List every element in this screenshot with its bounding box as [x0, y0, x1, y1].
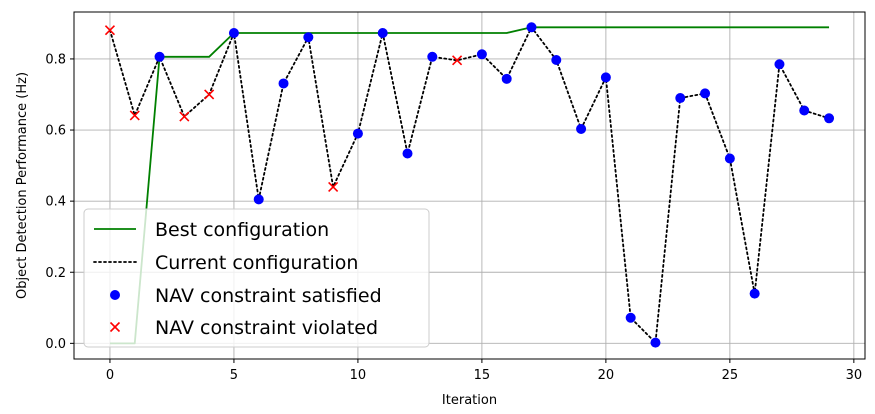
satisfied-point [749, 288, 760, 299]
legend-box [83, 208, 430, 348]
satisfied-point [576, 123, 587, 134]
plot-frame [73, 11, 866, 360]
violated-point [179, 111, 190, 122]
satisfied-point [501, 73, 512, 84]
satisfied-point [600, 72, 611, 83]
legend: Best configuration Current configuration N… [83, 208, 430, 348]
legend-swatch [110, 290, 120, 300]
x-axis-label: Iteration [442, 393, 497, 408]
x-tick-label: 5 [230, 368, 238, 383]
violated-point-stroke [104, 25, 116, 36]
x-tick-label: 30 [846, 368, 863, 383]
satisfied-point [700, 88, 711, 99]
satisfied-point [724, 153, 735, 164]
satisfied-point [476, 49, 487, 60]
y-axis-label: Object Detection Performance (Hz) [15, 72, 30, 299]
violated-point-stroke [452, 55, 463, 66]
satisfied-point [650, 337, 661, 348]
x-tick-label: 25 [722, 368, 739, 383]
violated-point-stroke [204, 89, 215, 100]
satisfied-point [154, 51, 165, 62]
x-tick-label: 15 [474, 368, 491, 383]
satisfied-point [352, 128, 363, 139]
violated-point [328, 181, 339, 192]
satisfied-point [551, 54, 562, 65]
satisfied-point [625, 312, 636, 323]
y-tick-label: 0.2 [45, 266, 66, 281]
legend-best: Best configuration [94, 219, 329, 241]
satisfied-point [427, 51, 438, 62]
satisfied-point [377, 27, 388, 38]
satisfied-point [278, 78, 289, 89]
violated-point [452, 55, 463, 66]
violated-point [129, 110, 140, 121]
satisfied-point [675, 93, 686, 104]
legend-swatch [109, 321, 121, 333]
violated-point-stroke [179, 111, 190, 122]
legend-label: Best configuration [155, 219, 329, 241]
grid-lines [74, 12, 865, 359]
satisfied-point [228, 27, 239, 38]
legend-current: Current configuration [93, 252, 358, 274]
satisfied-point [799, 105, 810, 116]
x-tick-label: 20 [598, 368, 615, 383]
x-tick-label: 10 [350, 368, 367, 383]
satisfied-point [824, 113, 835, 124]
satisfied-point [774, 59, 785, 70]
y-tick-label: 0.8 [45, 52, 66, 67]
legend-satisfied: NAV constraint satisfied [110, 285, 382, 307]
violated-point-stroke [328, 181, 339, 192]
legend-label: Current configuration [155, 252, 358, 274]
legend-label: NAV constraint satisfied [155, 285, 382, 307]
x-axis-ticks: 0 5 10 15 20 25 30 [106, 359, 862, 383]
best-configuration-line [109, 26, 830, 345]
legend-label: NAV constraint violated [155, 317, 378, 339]
violated-point [104, 25, 116, 36]
violated-point [204, 89, 215, 100]
satisfied-point [402, 148, 413, 159]
legend-violated: NAV constraint violated [109, 317, 378, 339]
x-tick-label: 0 [106, 368, 114, 383]
violated-point-stroke [129, 110, 140, 121]
y-tick-label: 0.0 [45, 337, 66, 352]
satisfied-point [526, 22, 537, 33]
satisfied-point [303, 32, 314, 43]
satisfied-point [253, 194, 264, 205]
y-axis-ticks: 0.0 0.2 0.4 0.6 0.8 [45, 52, 74, 352]
y-tick-label: 0.6 [45, 124, 66, 139]
plot-area [104, 22, 835, 348]
y-tick-label: 0.4 [45, 195, 66, 210]
current-configuration-line [109, 25, 830, 345]
